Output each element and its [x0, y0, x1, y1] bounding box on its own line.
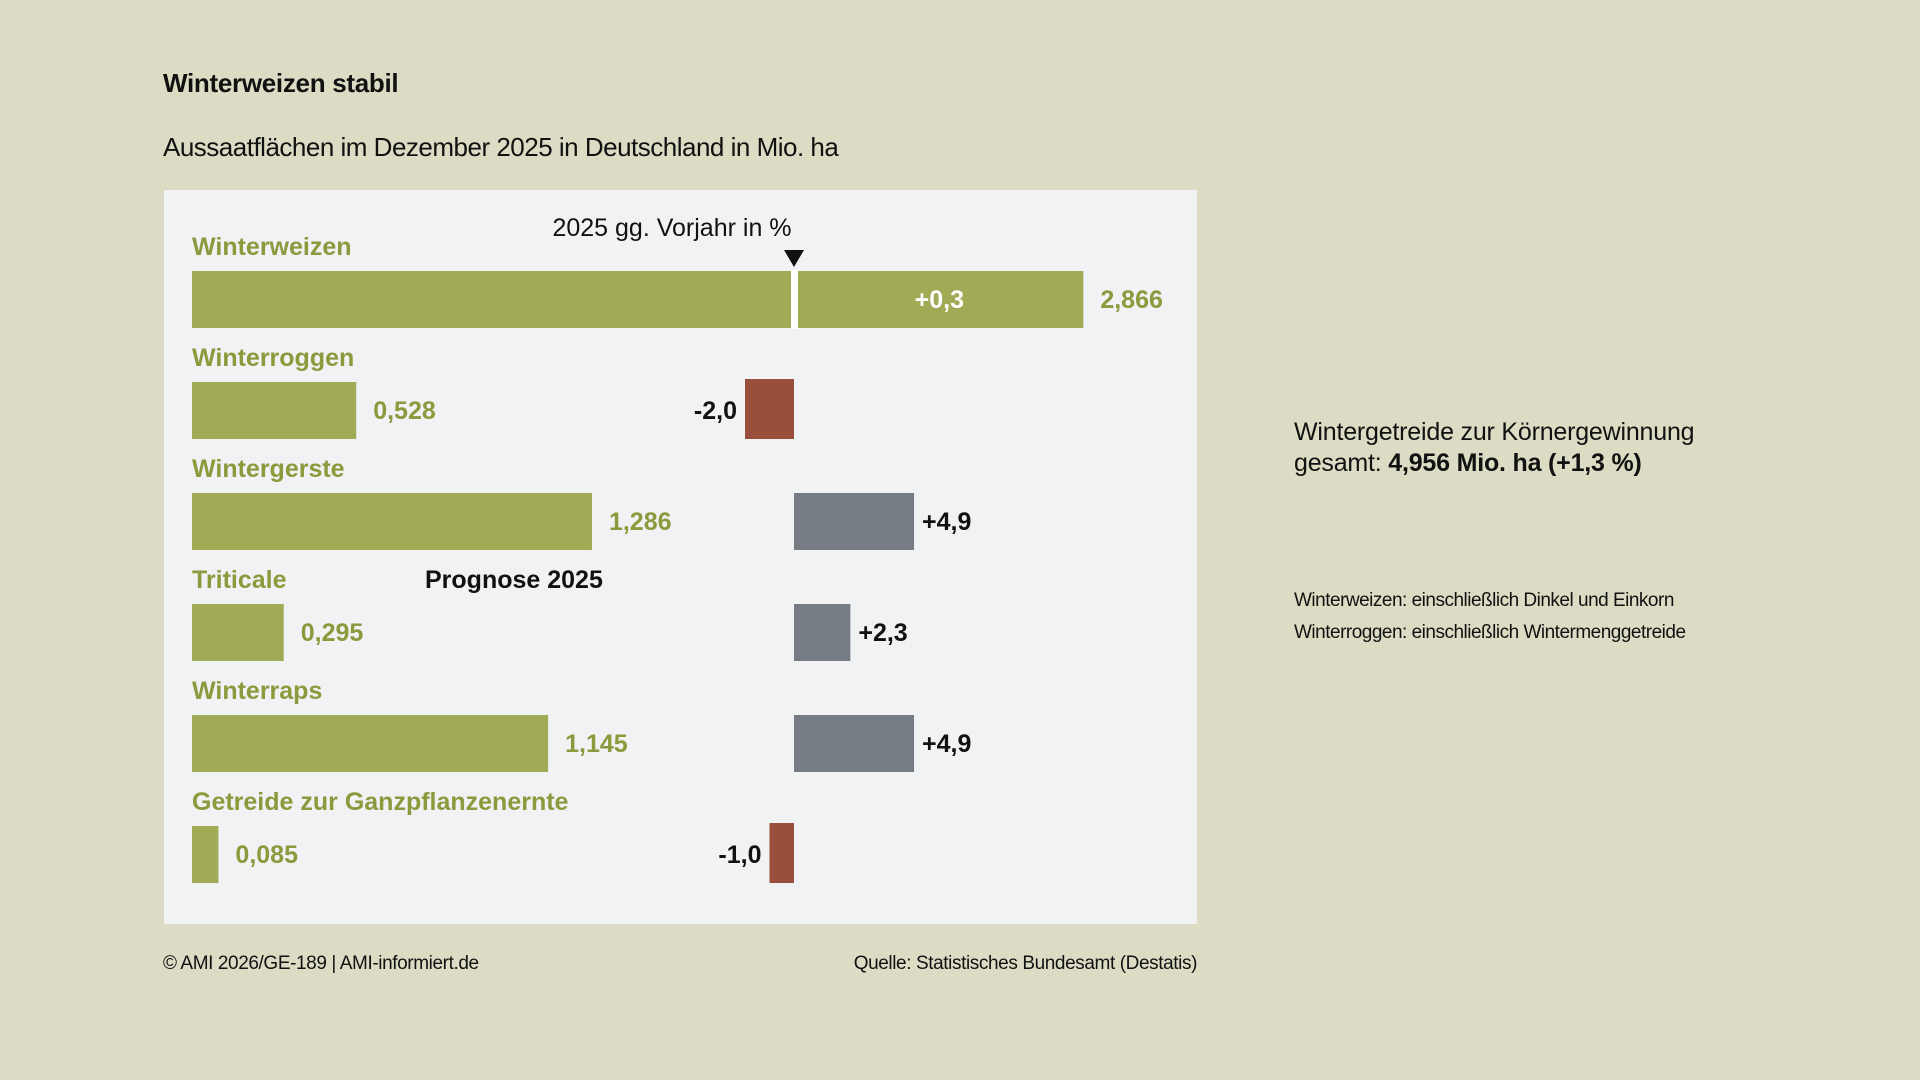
category-label-winterweizen: Winterweizen [192, 233, 352, 261]
area-bar-winterweizen [192, 271, 1084, 328]
total-value: 4,956 Mio. ha (+1,3 %) [1388, 449, 1642, 477]
area-bar-winterroggen [192, 382, 357, 439]
source: Quelle: Statistisches Bundesamt (Destati… [853, 953, 1198, 974]
area-label-winterraps: 1,145 [565, 730, 628, 758]
area-bar-wintergerste [192, 493, 592, 550]
change-bar-winterraps [794, 715, 915, 772]
chart-svg: 2025 gg. Vorjahr in % Winterweizen +0,3 2,8… [192, 214, 1163, 883]
total-prefix: gesamt: [1294, 449, 1389, 477]
zero-divider [791, 270, 798, 329]
change-label-winterraps: +4,9 [922, 730, 971, 758]
change-label-wintergerste: +4,9 [922, 508, 971, 536]
area-label-triticale: 0,295 [301, 619, 364, 647]
area-label-wintergerste: 1,286 [609, 508, 672, 536]
chart-panel: 2025 gg. Vorjahr in % Winterweizen +0,3 2,8… [164, 190, 1197, 924]
change-label-winterroggen: -2,0 [694, 397, 737, 425]
area-label-getreide-zur-ganzpflanzenernte: 0,085 [235, 841, 298, 869]
copyright: © AMI 2026/GE-189 | AMI-informiert.de [163, 953, 479, 974]
category-label-getreide-zur-ganzpflanzenernte: Getreide zur Ganzpflanzenernte [192, 788, 569, 816]
area-label-winterweizen: 2,866 [1100, 286, 1163, 314]
area-bar-triticale [192, 604, 284, 661]
change-header-arrow [784, 250, 804, 267]
chart-title: Winterweizen stabil [163, 68, 399, 98]
footnotes: Winterweizen: einschließlich Dinkel und … [1294, 585, 1686, 649]
change-label-triticale: +2,3 [858, 619, 907, 647]
total-line2: gesamt: 4,956 Mio. ha (+1,3 %) [1294, 448, 1694, 479]
area-label-winterroggen: 0,528 [373, 397, 436, 425]
change-bar-getreide-zur-ganzpflanzenernte [769, 823, 794, 883]
category-label-wintergerste: Wintergerste [192, 455, 345, 483]
footnote: Winterweizen: einschließlich Dinkel und … [1294, 590, 1674, 611]
chart-subtitle: Aussaatflächen im Dezember 2025 in Deuts… [163, 132, 839, 162]
change-bar-triticale [794, 604, 851, 661]
area-bar-winterraps [192, 715, 549, 772]
category-label-winterraps: Winterraps [192, 677, 322, 705]
footnote: Winterroggen: einschließlich Wintermengg… [1294, 622, 1686, 643]
forecast-label: Prognose 2025 [425, 566, 603, 594]
total-line1: Wintergetreide zur Körnergewinnung [1294, 418, 1695, 446]
change-header: 2025 gg. Vorjahr in % [552, 214, 791, 242]
change-label-winterweizen: +0,3 [915, 286, 964, 314]
change-bar-winterroggen [745, 379, 794, 439]
change-label-getreide-zur-ganzpflanzenernte: -1,0 [718, 841, 761, 869]
change-bar-wintergerste [794, 493, 915, 550]
total-summary: Wintergetreide zur Körnergewinnung gesam… [1294, 417, 1695, 479]
category-label-triticale: Triticale [192, 566, 287, 594]
area-bar-getreide-zur-ganzpflanzenernte [192, 826, 219, 883]
category-label-winterroggen: Winterroggen [192, 344, 354, 372]
